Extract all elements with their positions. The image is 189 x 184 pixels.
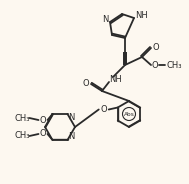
Text: O: O: [39, 130, 46, 139]
Text: O: O: [152, 61, 158, 70]
Text: CH₃: CH₃: [15, 132, 30, 141]
Text: N: N: [68, 112, 75, 121]
Text: CH₃: CH₃: [15, 114, 30, 123]
Text: NH: NH: [110, 75, 122, 84]
Text: O: O: [39, 116, 46, 125]
Text: O: O: [83, 79, 89, 88]
Text: O: O: [153, 43, 159, 52]
Text: N: N: [102, 15, 108, 24]
Text: CH₃: CH₃: [166, 61, 182, 70]
Text: Abs: Abs: [124, 112, 134, 116]
Text: N: N: [68, 132, 75, 141]
Text: NH: NH: [135, 11, 147, 20]
Text: O: O: [100, 105, 107, 114]
